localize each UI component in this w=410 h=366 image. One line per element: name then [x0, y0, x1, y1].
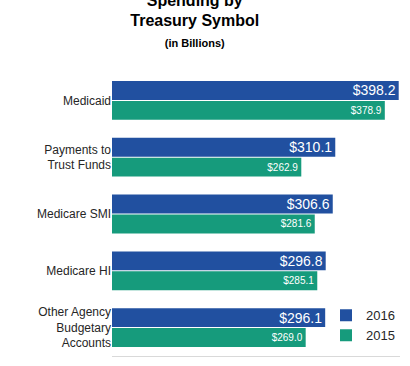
svg-text:Medicaid: Medicaid [63, 94, 111, 108]
svg-text:Spending byTreasury Symbol(in: Spending byTreasury Symbol(in Billions) [130, 0, 259, 49]
svg-text:Medicare SMI: Medicare SMI [37, 207, 111, 221]
svg-text:2016: 2016 [366, 308, 395, 323]
svg-text:$378.9: $378.9 [351, 105, 382, 116]
svg-text:$281.6: $281.6 [281, 218, 312, 229]
svg-text:$285.1: $285.1 [283, 275, 314, 286]
svg-text:Payments toTrust Funds: Payments toTrust Funds [44, 143, 111, 173]
svg-text:$269.0: $269.0 [272, 332, 303, 343]
svg-text:$310.1: $310.1 [289, 139, 332, 155]
svg-text:Other AgencyBudgetaryAccounts: Other AgencyBudgetaryAccounts [38, 305, 111, 350]
svg-text:$306.6: $306.6 [287, 196, 330, 212]
svg-text:$296.1: $296.1 [279, 310, 322, 326]
svg-text:$262.9: $262.9 [267, 162, 298, 173]
svg-text:Medicare HI: Medicare HI [46, 264, 111, 278]
svg-text:2015: 2015 [366, 328, 395, 343]
svg-text:$398.2: $398.2 [353, 82, 396, 98]
svg-text:$296.8: $296.8 [280, 253, 323, 269]
